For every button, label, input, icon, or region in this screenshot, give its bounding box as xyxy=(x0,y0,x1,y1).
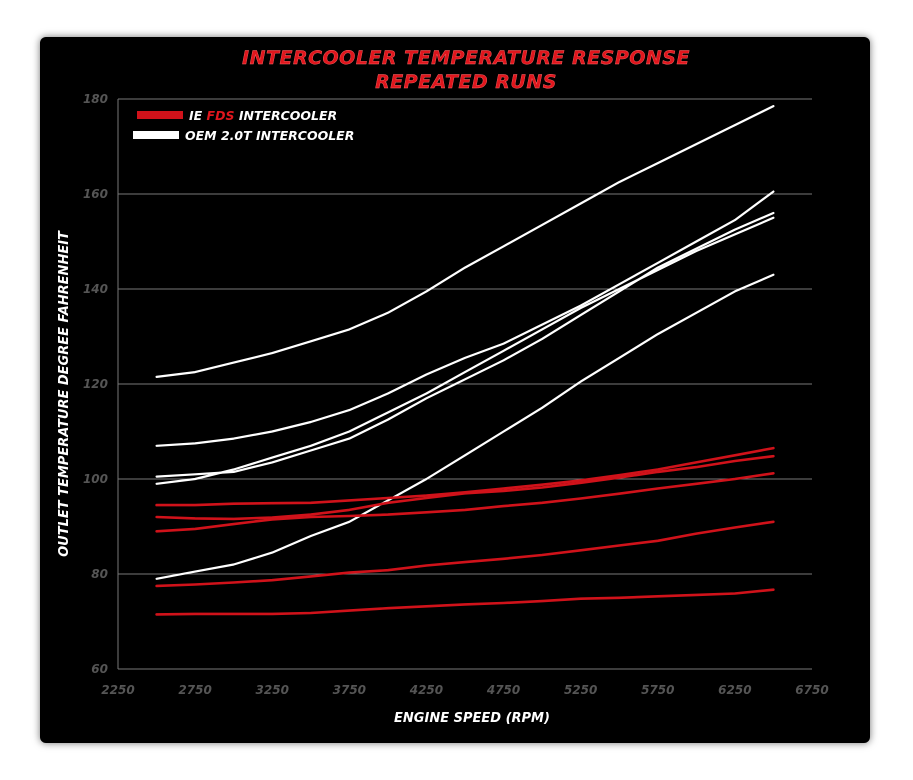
x-tick-6250: 6250 xyxy=(718,683,751,697)
x-tick-3250: 3250 xyxy=(256,683,289,697)
y-tick-80: 80 xyxy=(91,567,108,581)
x-tick-2750: 2750 xyxy=(178,683,211,697)
y-tick-180: 180 xyxy=(83,92,108,106)
series-line-ie-9 xyxy=(155,520,775,588)
y-tick-60: 60 xyxy=(91,662,108,676)
chart-title: INTERCOOLER TEMPERATURE RESPONSE xyxy=(242,47,690,69)
chart-panel xyxy=(40,37,870,743)
y-tick-labels: 60 80 100 120 140 160 180 xyxy=(83,92,108,676)
legend-swatch-ie xyxy=(137,111,183,119)
series-line-ie-8 xyxy=(155,471,775,533)
series-line-oem-5 xyxy=(155,273,775,580)
y-tick-140: 140 xyxy=(83,282,108,296)
x-tick-3750: 3750 xyxy=(333,683,366,697)
y-tick-160: 160 xyxy=(83,187,108,201)
x-axis-label: ENGINE SPEED (RPM) xyxy=(394,711,550,726)
y-axis-label: OUTLET TEMPERATURE DEGREE FAHRENHEIT xyxy=(57,230,72,557)
legend-label-ie: IE FDS INTERCOOLER xyxy=(189,108,337,123)
x-tick-2250: 2250 xyxy=(101,683,134,697)
legend-label-oem: OEM 2.0T INTERCOOLER xyxy=(185,128,354,143)
series-line-oem-3 xyxy=(155,211,775,478)
series-line-ie-10 xyxy=(155,588,775,616)
x-tick-4750: 4750 xyxy=(486,683,520,697)
x-tick-5250: 5250 xyxy=(564,683,597,697)
y-tick-100: 100 xyxy=(83,472,108,486)
y-tick-120: 120 xyxy=(83,377,108,391)
series-line-oem-2 xyxy=(155,190,775,447)
series-lines xyxy=(155,104,775,616)
legend: IE FDS INTERCOOLER OEM 2.0T INTERCOOLER xyxy=(133,108,354,143)
x-tick-labels: 2250 2750 3250 3750 4250 4750 5250 5750 6250 6750 xyxy=(101,683,828,697)
series-line-ie-7 xyxy=(155,454,775,521)
series-line-oem-1 xyxy=(155,104,775,378)
series-line-ie-6 xyxy=(155,446,775,507)
series-line-oem-4 xyxy=(155,216,775,485)
x-tick-6750: 6750 xyxy=(795,683,828,697)
x-tick-5750: 5750 xyxy=(641,683,674,697)
chart-subtitle: REPEATED RUNS xyxy=(375,71,557,93)
legend-swatch-oem xyxy=(133,131,179,139)
x-tick-4250: 4250 xyxy=(409,683,443,697)
gridlines xyxy=(117,98,812,670)
